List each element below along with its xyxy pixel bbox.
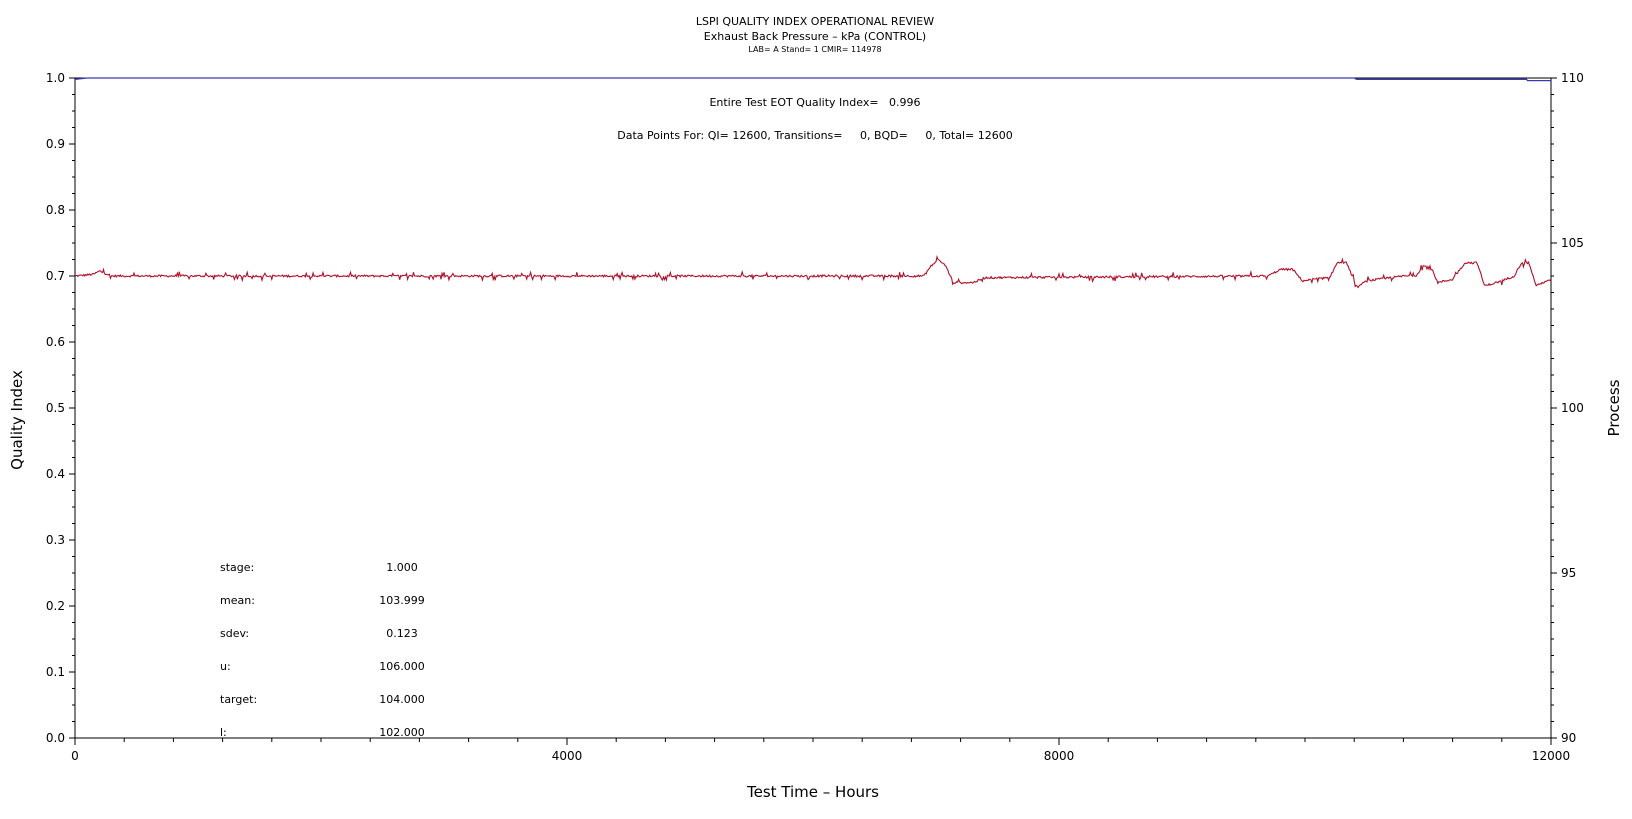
stat-value: 0.123 bbox=[386, 627, 418, 640]
x-tick-label: 8000 bbox=[1044, 749, 1075, 763]
x-tick-label: 0 bbox=[71, 749, 79, 763]
y-tick-label: 0.9 bbox=[46, 137, 65, 151]
stats-block: stage: 1.000 mean: 103.999 sdev: 0.123 u: 106.0… bbox=[220, 561, 425, 739]
stat-label: target: bbox=[220, 693, 257, 706]
right-axis: 90 95 100 105 110 bbox=[1551, 71, 1584, 745]
y2-tick-label: 90 bbox=[1561, 731, 1576, 745]
data-points-note: Data Points For: QI= 12600, Transitions=… bbox=[617, 129, 1012, 142]
y-tick-label: 0.4 bbox=[46, 467, 65, 481]
stat-label: mean: bbox=[220, 594, 255, 607]
x-tick-label: 12000 bbox=[1532, 749, 1570, 763]
series-layer bbox=[74, 77, 1552, 289]
stat-label: stage: bbox=[220, 561, 254, 574]
series-line-quality-index bbox=[74, 77, 1551, 82]
x-tick-label: 4000 bbox=[552, 749, 583, 763]
y-tick-label: 1.0 bbox=[46, 71, 65, 85]
stat-value: 1.000 bbox=[386, 561, 418, 574]
y-tick-label: 0.6 bbox=[46, 335, 65, 349]
y-tick-label: 0.7 bbox=[46, 269, 65, 283]
left-axis: 0.0 0.1 0.2 0.3 0.4 0.5 0.6 0.7 0.8 0.9 1.0 bbox=[46, 71, 75, 745]
y2-tick-label: 110 bbox=[1561, 71, 1584, 85]
eot-quality-index-note: Entire Test EOT Quality Index= 0.996 bbox=[709, 96, 920, 109]
y2-tick-label: 100 bbox=[1561, 401, 1584, 415]
chart-subtitle: Exhaust Back Pressure – kPa (CONTROL) bbox=[704, 30, 926, 43]
stat-label: l: bbox=[220, 726, 227, 739]
y-axis-label: Quality Index bbox=[8, 370, 26, 470]
stat-value: 103.999 bbox=[379, 594, 425, 607]
stat-label: sdev: bbox=[220, 627, 249, 640]
bottom-axis: 0 4000 8000 12000 bbox=[71, 738, 1570, 763]
y-tick-label: 0.0 bbox=[46, 731, 65, 745]
stat-value: 106.000 bbox=[379, 660, 425, 673]
y-tick-label: 0.8 bbox=[46, 203, 65, 217]
y2-tick-label: 95 bbox=[1561, 566, 1576, 580]
x-axis-label: Test Time – Hours bbox=[746, 783, 879, 801]
stat-label: u: bbox=[220, 660, 231, 673]
chart-subtitle-2: LAB= A Stand= 1 CMIR= 114978 bbox=[748, 45, 881, 54]
y2-tick-label: 105 bbox=[1561, 236, 1584, 250]
chart-title: LSPI QUALITY INDEX OPERATIONAL REVIEW bbox=[696, 15, 934, 28]
series-line-process bbox=[74, 255, 1552, 289]
plot-frame bbox=[74, 77, 1552, 739]
y-tick-label: 0.1 bbox=[46, 665, 65, 679]
y-tick-label: 0.3 bbox=[46, 533, 65, 547]
y2-axis-label: Process bbox=[1605, 379, 1623, 436]
stat-value: 102.000 bbox=[379, 726, 425, 739]
y-tick-label: 0.2 bbox=[46, 599, 65, 613]
y-tick-label: 0.5 bbox=[46, 401, 65, 415]
stat-value: 104.000 bbox=[379, 693, 425, 706]
